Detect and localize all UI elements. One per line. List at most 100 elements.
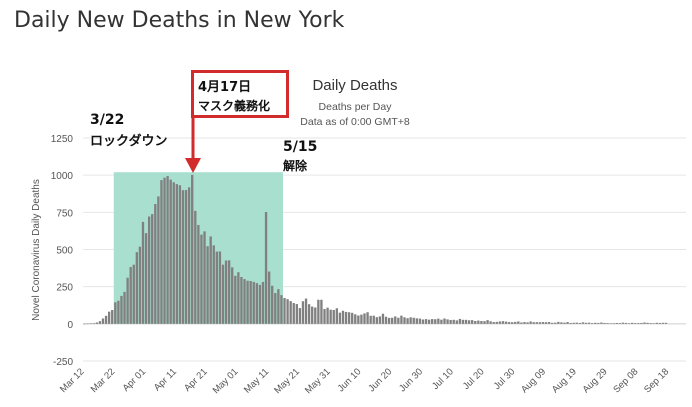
bar xyxy=(501,321,505,324)
bar xyxy=(627,323,631,324)
bar xyxy=(606,323,609,324)
bar xyxy=(397,317,400,324)
bar xyxy=(640,322,643,324)
x-tick-label: Mar 22 xyxy=(89,366,118,395)
bar xyxy=(89,323,92,324)
bar xyxy=(320,299,323,324)
bar xyxy=(135,252,139,324)
x-tick-label: May 21 xyxy=(272,366,302,396)
bar xyxy=(621,322,625,324)
bar xyxy=(434,319,437,324)
x-tick-label: Aug 19 xyxy=(550,366,579,395)
bar xyxy=(369,315,372,324)
x-axis-ticks: Mar 12 Mar 22 Apr 01 Apr 11 Apr 21 May 01 May … xyxy=(58,366,671,396)
bar xyxy=(157,196,160,324)
bar xyxy=(409,317,412,324)
bar xyxy=(132,264,135,324)
bar xyxy=(209,236,212,324)
x-tick-label: Apr 21 xyxy=(182,366,210,394)
bar xyxy=(634,323,637,324)
bar xyxy=(547,322,551,324)
bar xyxy=(289,301,292,324)
bar xyxy=(129,267,132,324)
bar xyxy=(572,322,575,324)
bar xyxy=(471,320,474,324)
bar xyxy=(203,231,206,324)
y-axis-label: Novel Coronavirus Daily Deaths xyxy=(31,179,42,321)
bar xyxy=(507,322,511,324)
bar xyxy=(267,271,271,324)
bar xyxy=(566,322,569,324)
bar xyxy=(347,312,351,324)
bar xyxy=(286,299,289,324)
bar xyxy=(486,320,489,324)
bar xyxy=(249,281,252,324)
bar xyxy=(224,260,228,324)
bar xyxy=(234,275,237,324)
bar xyxy=(535,322,538,324)
bar xyxy=(366,312,369,324)
bar xyxy=(351,312,354,324)
bar xyxy=(406,318,409,324)
bar xyxy=(274,293,277,324)
bar xyxy=(329,309,332,324)
bar xyxy=(504,321,508,324)
bar xyxy=(590,323,594,324)
bar xyxy=(415,318,418,324)
x-tick-label: Jul 10 xyxy=(430,366,456,392)
bar xyxy=(141,221,145,324)
bar xyxy=(271,285,274,324)
bar xyxy=(587,322,591,324)
bar xyxy=(280,295,283,324)
bar xyxy=(107,311,111,324)
bar xyxy=(630,322,634,324)
bar xyxy=(314,307,317,324)
bar xyxy=(357,315,360,324)
bar xyxy=(541,322,545,324)
annotation-lift-text: 解除 xyxy=(283,158,308,173)
bar xyxy=(166,176,169,324)
bar xyxy=(154,204,157,324)
bar xyxy=(664,322,668,324)
bar xyxy=(511,322,514,324)
bar xyxy=(467,320,471,324)
bar xyxy=(218,251,222,324)
bar xyxy=(452,319,455,324)
bar xyxy=(86,323,89,325)
bar xyxy=(255,283,258,324)
bar xyxy=(474,321,477,324)
bar xyxy=(652,323,655,324)
annotation-mask-box xyxy=(191,70,289,118)
bar xyxy=(191,174,194,324)
bar xyxy=(344,311,348,324)
bar xyxy=(560,322,563,324)
bar xyxy=(532,322,535,324)
bar xyxy=(175,184,179,324)
bar xyxy=(215,251,218,324)
bar xyxy=(514,321,517,324)
bar xyxy=(464,319,468,324)
bar xyxy=(597,322,600,324)
bar xyxy=(489,321,492,324)
y-tick-label: 750 xyxy=(56,208,73,219)
bar xyxy=(101,318,105,324)
bar xyxy=(307,304,311,324)
bars xyxy=(83,174,668,325)
bar xyxy=(461,319,465,324)
chart-subtitle: Deaths per Day xyxy=(319,101,393,113)
bar xyxy=(243,279,246,324)
bar xyxy=(92,323,95,324)
bar xyxy=(483,321,486,324)
bar xyxy=(427,319,431,324)
bar xyxy=(114,302,117,324)
bar xyxy=(400,315,403,324)
bar xyxy=(480,321,483,324)
bar xyxy=(206,246,209,324)
bar xyxy=(569,322,572,324)
bar xyxy=(98,321,102,324)
bar xyxy=(495,321,498,324)
annotation-lift: 5/15 解除 xyxy=(283,139,317,173)
bar xyxy=(624,322,628,324)
bar xyxy=(178,185,182,324)
